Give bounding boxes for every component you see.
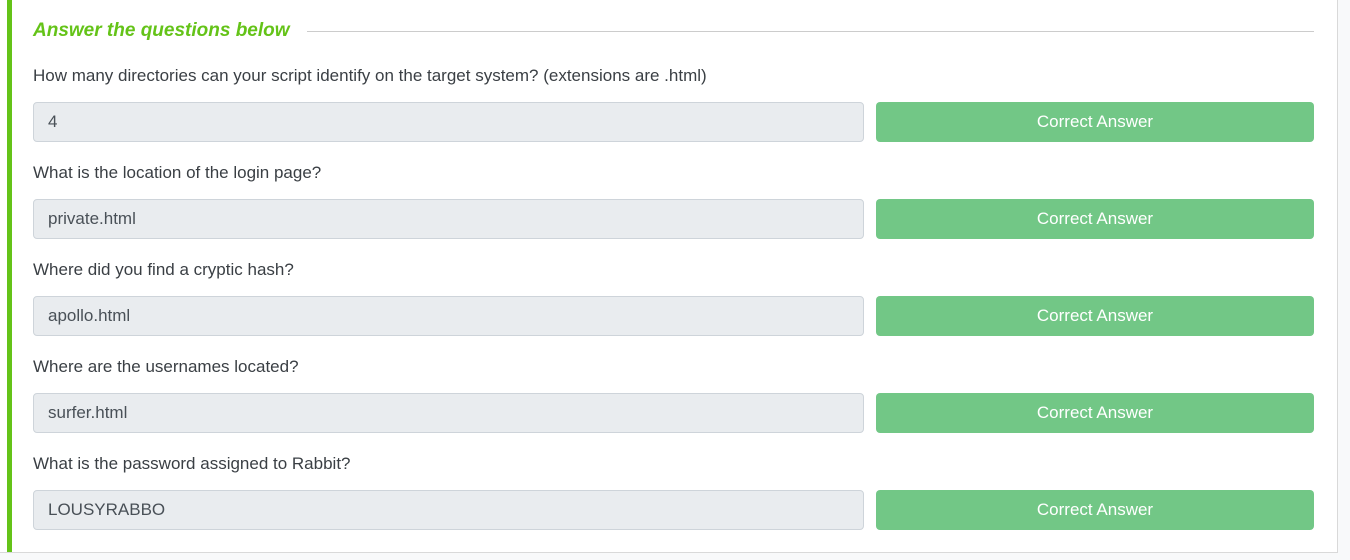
question-text: What is the location of the login page? <box>33 163 322 182</box>
answer-input[interactable] <box>33 393 864 433</box>
answer-row: Correct Answer <box>33 490 1314 530</box>
correct-answer-button[interactable]: Correct Answer <box>876 490 1314 530</box>
question-text: How many directories can your script ide… <box>33 66 707 85</box>
question-block: Where are the usernames located? Correct… <box>33 357 1314 433</box>
question-text: What is the password assigned to Rabbit? <box>33 454 351 473</box>
question-block: What is the location of the login page? … <box>33 163 1314 239</box>
correct-answer-button[interactable]: Correct Answer <box>876 102 1314 142</box>
question-block: What is the password assigned to Rabbit?… <box>33 454 1314 530</box>
answer-input[interactable] <box>33 199 864 239</box>
accent-bar <box>7 0 12 552</box>
question-text: Where did you find a cryptic hash? <box>33 260 294 279</box>
divider-line <box>306 30 1314 32</box>
correct-answer-button[interactable]: Correct Answer <box>876 393 1314 433</box>
question-text: Where are the usernames located? <box>33 357 299 376</box>
correct-answer-button[interactable]: Correct Answer <box>876 296 1314 336</box>
answer-row: Correct Answer <box>33 296 1314 336</box>
question-block: How many directories can your script ide… <box>33 66 1314 142</box>
answer-input[interactable] <box>33 490 864 530</box>
answer-row: Correct Answer <box>33 199 1314 239</box>
correct-answer-button[interactable]: Correct Answer <box>876 199 1314 239</box>
answer-input[interactable] <box>33 296 864 336</box>
question-block: Where did you find a cryptic hash? Corre… <box>33 260 1314 336</box>
section-header: Answer the questions below <box>33 20 1314 42</box>
section-title: Answer the questions below <box>33 20 290 41</box>
answer-row: Correct Answer <box>33 102 1314 142</box>
answer-row: Correct Answer <box>33 393 1314 433</box>
task-questions-card: Answer the questions below How many dire… <box>0 0 1338 553</box>
answer-input[interactable] <box>33 102 864 142</box>
questions-section: Answer the questions below How many dire… <box>33 0 1314 551</box>
